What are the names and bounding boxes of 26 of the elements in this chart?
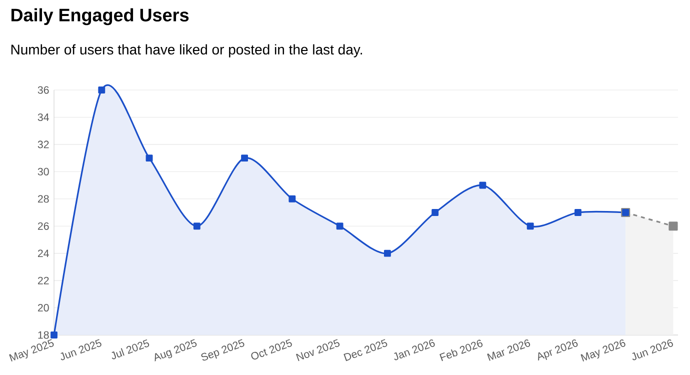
x-tick-label: Jan 2026 bbox=[394, 340, 435, 360]
x-tick-label: May 2025 bbox=[9, 339, 54, 362]
x-tick-label: Apr 2026 bbox=[538, 340, 578, 361]
chart-title: Daily Engaged Users bbox=[11, 8, 189, 26]
x-tick-label: Feb 2026 bbox=[440, 340, 483, 362]
x-tick-label: Jun 2025 bbox=[60, 339, 102, 360]
y-tick-label: 26 bbox=[38, 222, 49, 230]
y-tick-label: 32 bbox=[38, 140, 49, 148]
x-tick-label: Jun 2026 bbox=[632, 340, 673, 360]
x-tick-label: Mar 2026 bbox=[487, 340, 530, 361]
y-tick-label: 24 bbox=[38, 250, 49, 258]
y-tick-label: 20 bbox=[38, 304, 49, 312]
x-tick-label: May 2026 bbox=[580, 340, 626, 362]
y-tick-label: 36 bbox=[38, 86, 49, 94]
x-tick-label: Aug 2025 bbox=[154, 339, 197, 362]
y-tick-label: 18 bbox=[38, 331, 49, 339]
x-tick-label: Nov 2025 bbox=[296, 339, 340, 362]
y-tick-label: 30 bbox=[38, 168, 49, 176]
x-tick-label: Dec 2025 bbox=[344, 339, 388, 362]
y-tick-label: 28 bbox=[38, 195, 49, 203]
x-tick-label: Sep 2025 bbox=[201, 339, 244, 361]
x-tick-label: Oct 2025 bbox=[251, 339, 292, 360]
chart-subtitle: Number of users that have liked or posted in the last day. bbox=[11, 44, 362, 58]
x-tick-label: Jul 2025 bbox=[112, 339, 150, 360]
y-tick-label: 22 bbox=[38, 276, 49, 284]
y-tick-label: 34 bbox=[38, 113, 49, 121]
